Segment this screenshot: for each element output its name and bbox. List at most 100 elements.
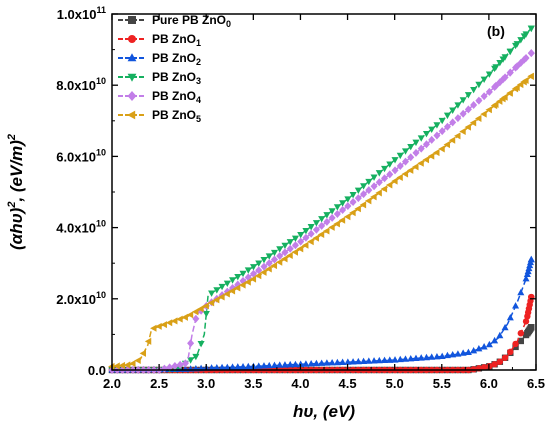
data-point [520, 78, 527, 86]
data-point [349, 209, 356, 217]
data-point [438, 145, 445, 153]
data-point [412, 139, 420, 147]
data-point [328, 213, 336, 222]
data-point [344, 196, 352, 203]
data-point [443, 351, 451, 359]
data-point [506, 314, 514, 321]
data-point [155, 322, 162, 330]
data-point [312, 225, 320, 234]
data-point [501, 354, 509, 361]
data-point [254, 272, 262, 280]
data-point [428, 126, 436, 134]
data-point [244, 362, 252, 370]
legend-label: PB ZnO3 [152, 70, 201, 86]
data-point [381, 174, 389, 183]
data-point [318, 216, 326, 223]
data-point [354, 194, 362, 203]
data-point [281, 255, 288, 263]
data-point [312, 220, 320, 227]
data-point [176, 315, 183, 323]
data-point [491, 361, 498, 368]
x-tick-label: 5.0 [386, 376, 404, 391]
data-point [464, 348, 472, 356]
data-point [513, 62, 521, 71]
data-point [312, 234, 319, 242]
data-point [160, 321, 167, 329]
data-point [127, 73, 137, 82]
data-point [480, 110, 487, 118]
data-point [454, 102, 462, 109]
data-point [360, 190, 368, 199]
data-point [406, 166, 414, 174]
data-point [396, 152, 404, 160]
data-point [422, 156, 430, 164]
y-tick-label: 0.0 [88, 363, 106, 378]
data-point [260, 268, 267, 276]
series-2 [108, 255, 535, 373]
data-point [192, 308, 199, 316]
data-point [223, 290, 230, 298]
data-point [485, 87, 493, 96]
data-point [470, 347, 478, 354]
data-point [134, 356, 141, 365]
data-point [223, 363, 231, 370]
data-point [297, 231, 305, 239]
x-tick-label: 6.0 [480, 376, 498, 391]
data-point [527, 255, 535, 263]
data-point [401, 355, 410, 362]
data-point [470, 100, 478, 109]
data-point [507, 348, 514, 356]
data-point [375, 170, 383, 177]
data-point [286, 239, 294, 246]
data-point [260, 362, 268, 369]
data-point [492, 64, 500, 71]
data-point [187, 357, 195, 364]
data-point [339, 200, 347, 207]
data-point [512, 340, 519, 348]
data-point [459, 349, 467, 356]
data-point [281, 242, 289, 250]
plot-frame [111, 13, 537, 371]
data-point [260, 262, 268, 271]
data-point [265, 253, 273, 260]
data-point [139, 349, 147, 357]
data-point [449, 107, 457, 114]
data-point [270, 255, 278, 264]
data-point [323, 227, 330, 235]
data-point [144, 337, 152, 345]
data-point [307, 224, 315, 231]
data-point [354, 187, 362, 195]
data-point [150, 324, 157, 332]
data-point [522, 318, 530, 325]
data-point [128, 16, 136, 24]
data-point [260, 256, 268, 264]
data-point [118, 361, 126, 369]
data-point [128, 35, 136, 43]
data-point [391, 177, 398, 185]
data-point [364, 197, 372, 205]
data-point [328, 359, 336, 366]
data-point [443, 141, 450, 149]
data-point [229, 363, 237, 370]
series-line [112, 296, 533, 371]
data-point [506, 68, 514, 77]
data-point [323, 212, 331, 219]
data-point [228, 287, 236, 295]
data-point [302, 360, 310, 367]
data-point [492, 100, 499, 109]
data-point [427, 152, 435, 160]
data-point [520, 33, 528, 40]
data-point [417, 159, 424, 167]
data-point [218, 293, 225, 301]
data-point [464, 92, 472, 99]
data-point [275, 258, 283, 266]
data-point [223, 280, 231, 287]
data-point [396, 161, 404, 170]
data-point [239, 281, 246, 289]
data-point [365, 357, 373, 364]
data-point [349, 198, 357, 207]
data-point [349, 191, 357, 199]
data-point [370, 182, 378, 191]
y-tick-label: 8.0x1010 [56, 76, 106, 93]
